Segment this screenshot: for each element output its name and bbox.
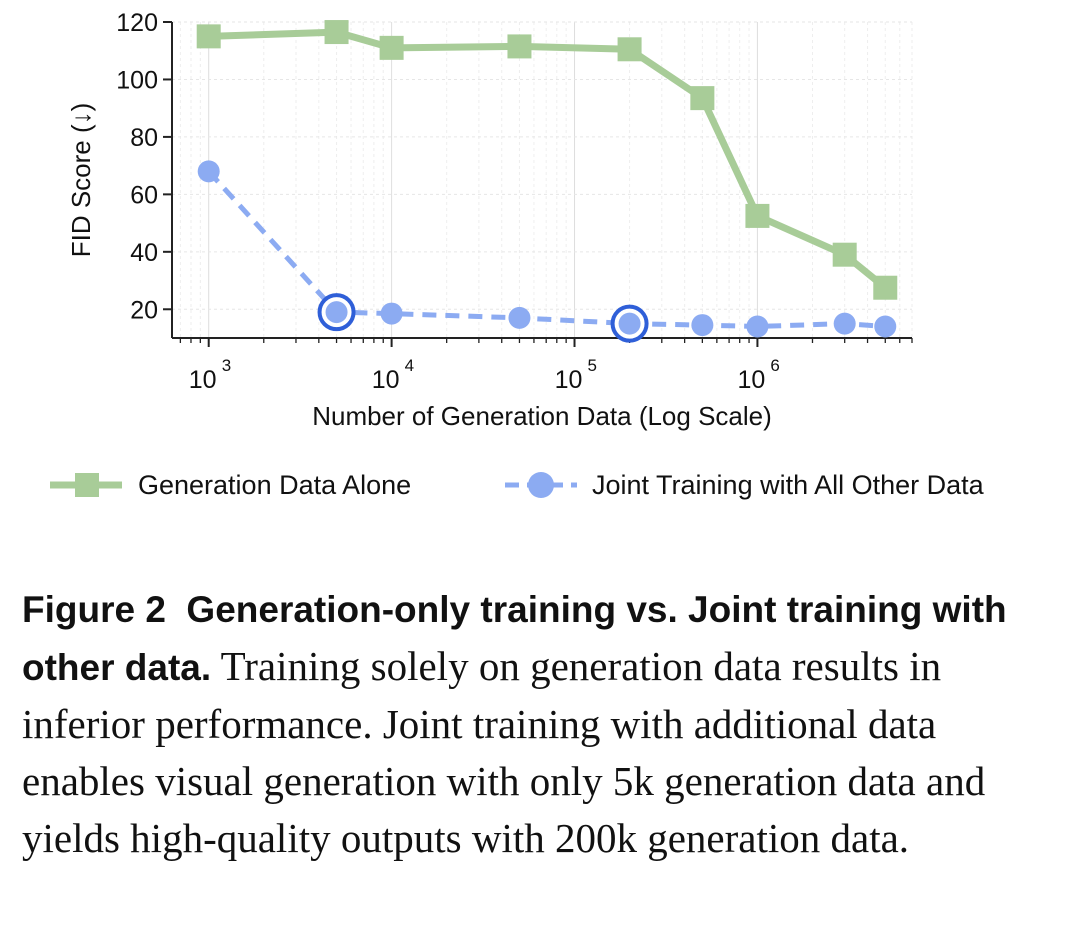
- data-point-square: [745, 203, 770, 228]
- data-point-square: [873, 275, 898, 300]
- x-tick-label-exponent: 5: [588, 356, 597, 375]
- y-tick-label: 100: [116, 66, 158, 94]
- y-tick-label: 60: [130, 181, 158, 209]
- data-point-square: [196, 24, 221, 49]
- y-tick-label: 40: [130, 239, 158, 267]
- data-point-circle: [380, 302, 403, 325]
- data-point-circle-highlighted: [618, 312, 641, 335]
- legend-item-joint-training: Joint Training with All Other Data: [505, 470, 985, 500]
- data-point-circle: [833, 312, 856, 335]
- data-point-circle: [691, 314, 714, 337]
- x-tick-label: 10: [738, 366, 766, 394]
- legend-marker-square: [75, 473, 99, 497]
- x-tick-label-exponent: 6: [770, 356, 779, 375]
- x-axis-title: Number of Generation Data (Log Scale): [312, 401, 772, 431]
- data-point-square: [690, 86, 715, 111]
- data-point-circle: [197, 160, 220, 183]
- y-axis-title: FID Score (↓): [66, 103, 96, 258]
- x-tick-label-exponent: 4: [405, 356, 414, 375]
- data-point-square: [832, 242, 857, 267]
- caption-text: Training solely on generation data resul…: [22, 643, 986, 861]
- series-generation-alone: [196, 20, 898, 300]
- data-point-circle: [874, 315, 897, 338]
- data-point-circle-highlighted: [325, 301, 348, 324]
- legend-label-joint-training: Joint Training with All Other Data: [592, 470, 985, 500]
- x-tick-label-exponent: 3: [222, 356, 231, 375]
- data-point-square: [379, 35, 404, 60]
- legend-marker-circle: [528, 472, 554, 498]
- data-point-square: [324, 20, 349, 45]
- plot-series: [196, 20, 898, 343]
- legend: Generation Data Alone Joint Training wit…: [50, 470, 985, 500]
- x-tick-label: 10: [189, 366, 217, 394]
- figure-caption: Figure 2 Generation-only training vs. Jo…: [22, 580, 1067, 867]
- series-joint-training: [197, 160, 897, 343]
- data-point-square: [507, 34, 532, 59]
- x-tick-label: 10: [372, 366, 400, 394]
- legend-item-generation-alone: Generation Data Alone: [50, 470, 411, 500]
- data-point-circle: [508, 306, 531, 329]
- caption-label: Figure 2: [22, 589, 166, 630]
- data-point-circle: [746, 315, 769, 338]
- y-tick-label: 120: [116, 9, 158, 37]
- axes: [171, 22, 912, 339]
- caption-title: Generation-only training vs. Joint train…: [22, 589, 1007, 688]
- grid-lines: [172, 21, 913, 338]
- y-tick-label: 20: [130, 296, 158, 324]
- y-tick-label: 80: [130, 124, 158, 152]
- x-tick-label: 10: [555, 366, 583, 394]
- data-point-square: [617, 37, 642, 62]
- series-line: [208, 28, 888, 291]
- legend-label-generation-alone: Generation Data Alone: [138, 470, 411, 500]
